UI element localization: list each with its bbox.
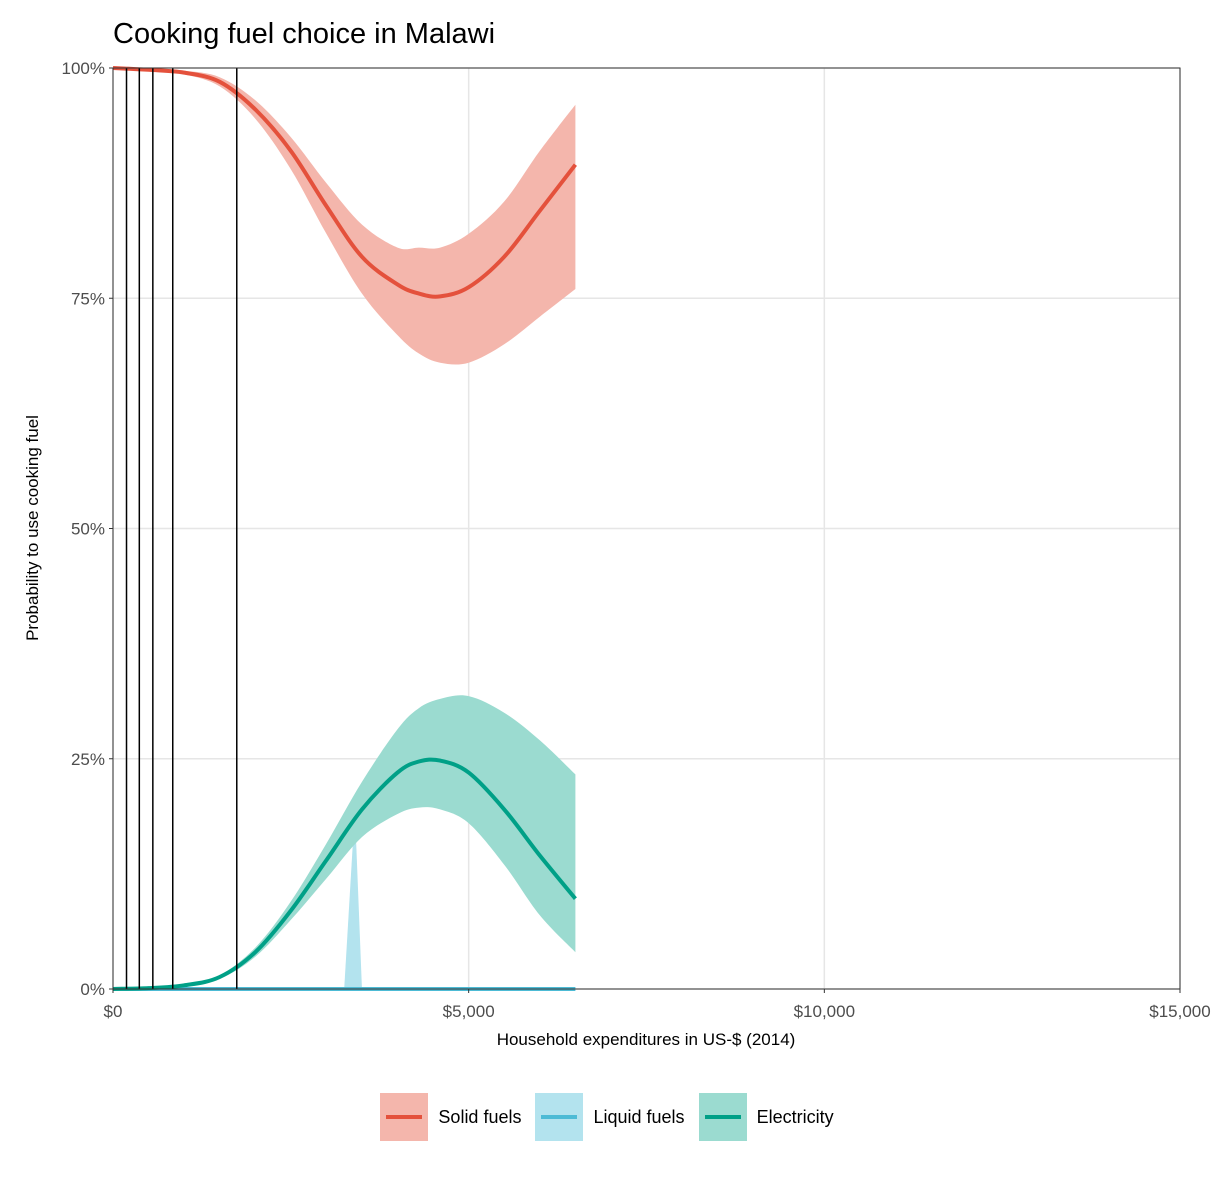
x-axis-title: Household expenditures in US-$ (2014) — [497, 1030, 796, 1049]
legend-label-liquid-fuels: Liquid fuels — [593, 1106, 685, 1127]
legend-key-solid-fuels — [380, 1093, 429, 1141]
electricity-line — [112, 757, 577, 991]
y-tick-label: 100% — [62, 59, 105, 78]
x-tick-label: $10,000 — [794, 1002, 855, 1021]
y-tick-label: 0% — [80, 980, 105, 999]
y-axis-title: Probability to use cooking fuel — [23, 415, 42, 641]
legend-line-liquid-fuels — [541, 1115, 578, 1119]
x-tick-label: $15,000 — [1149, 1002, 1210, 1021]
y-tick-label: 75% — [71, 289, 105, 308]
legend-key-electricity — [698, 1093, 747, 1141]
legend-line-electricity — [704, 1115, 741, 1119]
x-tick-label: $0 — [104, 1002, 123, 1021]
chart-title: Cooking fuel choice in Malawi — [113, 18, 496, 50]
chart-plot: 0% 25% 50% 75% 100% $0 $5,000 $10,000 $15,000 Ho… — [23, 59, 1211, 1049]
x-tick-label: $5,000 — [443, 1002, 495, 1021]
legend-label-electricity: Electricity — [756, 1106, 834, 1127]
solid-fuels-line — [112, 66, 577, 299]
axis-ticks: 0% 25% 50% 75% 100% $0 $5,000 $10,000 $15,000 — [62, 59, 1211, 1021]
legend: Solid fuels Liquid fuels Electricity — [0, 1093, 1220, 1141]
vertical-markers — [125, 68, 238, 989]
legend-item-electricity: Electricity — [698, 1093, 840, 1141]
legend-label-solid-fuels: Solid fuels — [438, 1106, 522, 1127]
liquid-fuels-confidence-spike — [344, 809, 362, 989]
y-tick-label: 25% — [71, 750, 105, 769]
legend-item-solid-fuels: Solid fuels — [380, 1093, 527, 1141]
legend-line-solid-fuels — [386, 1115, 423, 1119]
y-tick-label: 50% — [71, 520, 105, 539]
legend-item-liquid-fuels: Liquid fuels — [535, 1093, 690, 1141]
legend-key-liquid-fuels — [535, 1093, 584, 1141]
